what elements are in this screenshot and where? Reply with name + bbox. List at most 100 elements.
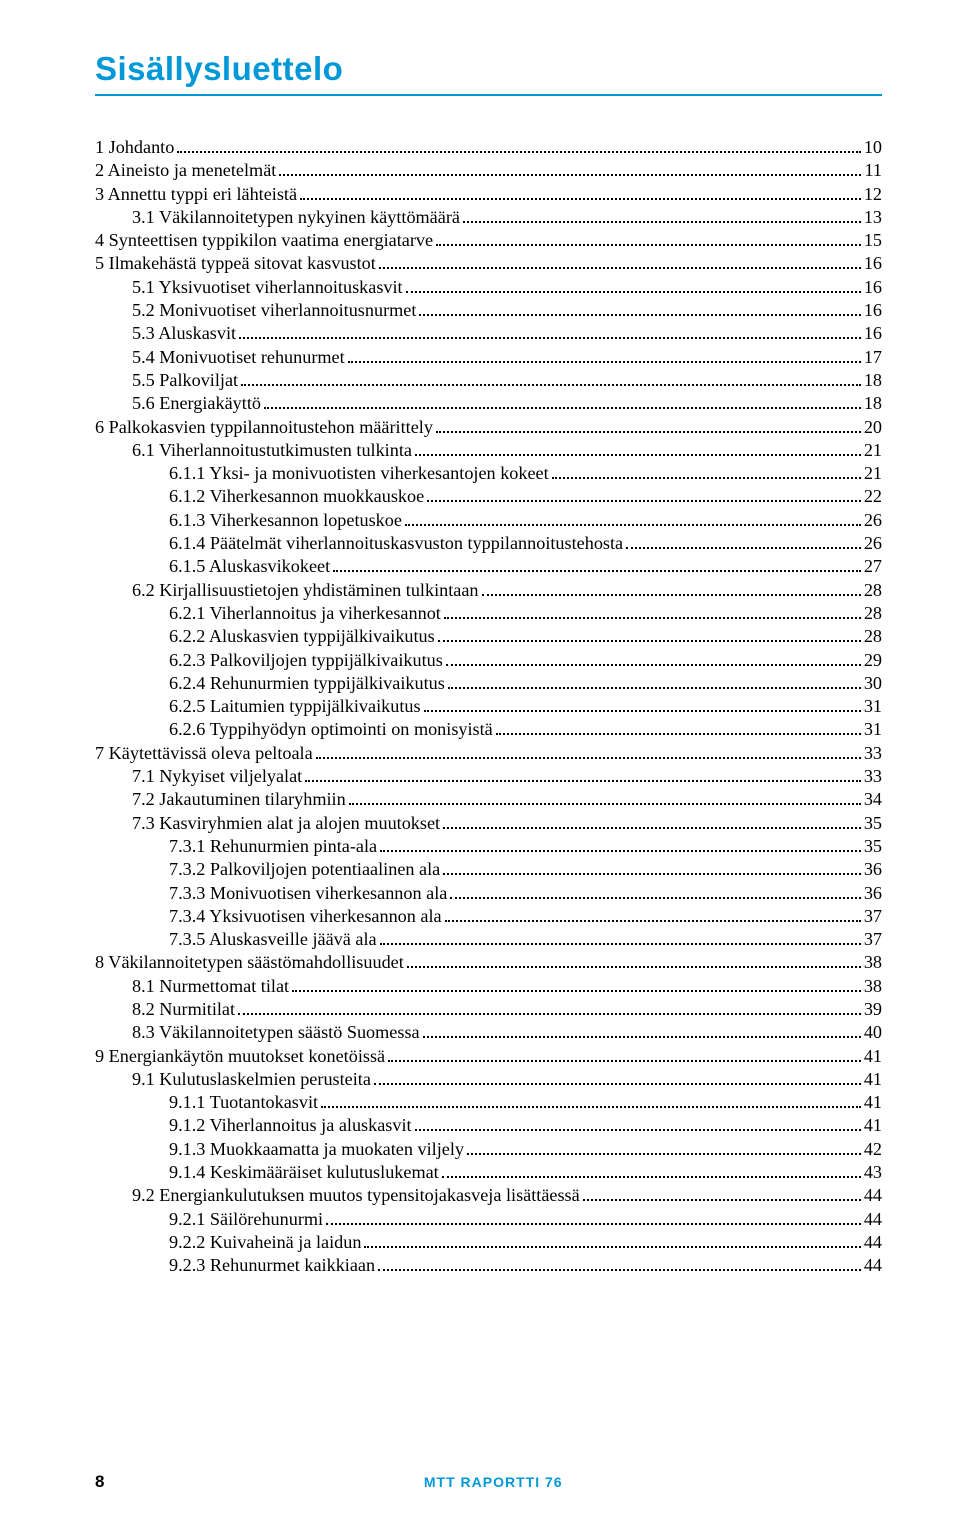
toc-entry-label: 7 Käytettävissä oleva peltoala [95,742,313,765]
toc-entry-label: 5.5 Palkoviljat [132,369,238,392]
toc-entry-page: 21 [864,439,882,462]
toc-entry-label: 6.2.2 Aluskasvien typpijälkivaikutus [169,625,435,648]
toc-leader [348,361,861,363]
toc-entry: 5 Ilmakehästä typpeä sitovat kasvustot16 [95,252,882,275]
toc-entry: 4 Synteettisen typpikilon vaatima energi… [95,229,882,252]
toc-entry: 9.2 Energiankulutuksen muutos typensitoj… [95,1184,882,1207]
toc-entry-page: 16 [864,299,882,322]
toc-entry: 7.2 Jakautuminen tilaryhmiin34 [95,788,882,811]
toc-entry-label: 2 Aineisto ja menetelmät [95,159,276,182]
toc-leader [552,477,861,479]
toc-entry-label: 8.2 Nurmitilat [132,998,235,1021]
toc-entry-page: 28 [864,602,882,625]
toc-leader [446,664,861,666]
toc-entry-page: 43 [864,1161,882,1184]
toc-leader [436,431,861,433]
toc-entry-label: 9.1 Kulutuslaskelmien perusteita [132,1068,371,1091]
toc-entry: 3.1 Väkilannoitetypen nykyinen käyttömää… [95,206,882,229]
toc-entry-page: 36 [864,882,882,905]
toc-entry: 7.1 Nykyiset viljelyalat33 [95,765,882,788]
toc-entry: 7.3.5 Aluskasveille jäävä ala37 [95,928,882,951]
toc-entry-page: 31 [864,695,882,718]
toc-leader [436,244,861,246]
toc-leader [380,943,861,945]
toc-entry-label: 9.2.2 Kuivaheinä ja laidun [169,1231,361,1254]
toc-entry: 5.2 Monivuotiset viherlannoitusnurmet16 [95,299,882,322]
toc-entry-page: 12 [864,183,882,206]
toc-entry-page: 16 [864,322,882,345]
toc-entry-page: 37 [864,905,882,928]
toc-leader [405,524,861,526]
toc-entry-label: 9.1.2 Viherlannoitus ja aluskasvit [169,1114,412,1137]
toc-entry-label: 4 Synteettisen typpikilon vaatima energi… [95,229,433,252]
toc-entry-label: 1 Johdanto [95,136,174,159]
toc-leader [415,1129,861,1131]
toc-entry-label: 7.2 Jakautuminen tilaryhmiin [132,788,346,811]
toc-entry: 1 Johdanto10 [95,136,882,159]
toc-leader [407,966,861,968]
toc-entry-label: 6.2.6 Typpihyödyn optimointi on monisyis… [169,718,493,741]
toc-leader [321,1106,861,1108]
toc-leader [626,547,861,549]
toc-entry: 5.5 Palkoviljat18 [95,369,882,392]
toc-entry: 6.1.3 Viherkesannon lopetuskoe26 [95,509,882,532]
toc-entry-page: 15 [864,229,882,252]
toc-leader [463,221,861,223]
page-footer: 8 MTT RAPORTTI 76 [0,1472,960,1492]
toc-entry-page: 44 [864,1231,882,1254]
toc-entry: 9.2.1 Säilörehunurmi44 [95,1208,882,1231]
toc-leader [427,500,861,502]
toc-entry-page: 44 [864,1254,882,1277]
footer-publication: MTT RAPORTTI 76 [104,1474,882,1490]
toc-leader [292,990,861,992]
toc-leader [423,1036,861,1038]
toc-entry-label: 6.2.3 Palkoviljojen typpijälkivaikutus [169,649,443,672]
toc-entry: 5.3 Aluskasvit 16 [95,322,882,345]
toc-entry-label: 6.1.1 Yksi- ja monivuotisten viherkesant… [169,462,549,485]
toc-entry-page: 40 [864,1021,882,1044]
toc-entry-page: 22 [864,485,882,508]
toc-entry: 9.2.2 Kuivaheinä ja laidun 44 [95,1231,882,1254]
toc-entry: 9.1.3 Muokkaamatta ja muokaten viljely42 [95,1138,882,1161]
toc-entry-label: 7.3.5 Aluskasveille jäävä ala [169,928,377,951]
toc-leader [444,617,861,619]
toc-entry-page: 30 [864,672,882,695]
toc-entry: 7.3.3 Monivuotisen viherkesannon ala36 [95,882,882,905]
toc-entry-label: 3 Annettu typpi eri lähteistä [95,183,297,206]
toc-entry: 6.2 Kirjallisuustietojen yhdistäminen tu… [95,579,882,602]
toc-entry-label: 6.1.3 Viherkesannon lopetuskoe [169,509,402,532]
toc-entry: 6.1.5 Aluskasvikokeet27 [95,555,882,578]
toc-leader [333,570,861,572]
toc-leader [442,1176,861,1178]
toc-entry-label: 6.1.5 Aluskasvikokeet [169,555,330,578]
toc-leader [374,1083,861,1085]
footer-page-number: 8 [95,1472,104,1492]
toc-entry-page: 44 [864,1208,882,1231]
toc-entry-label: 7.1 Nykyiset viljelyalat [132,765,302,788]
toc-entry: 9 Energiankäytön muutokset konetöissä41 [95,1045,882,1068]
toc-entry-label: 5.3 Aluskasvit [132,322,236,345]
toc-entry-page: 41 [864,1068,882,1091]
toc-entry-page: 31 [864,718,882,741]
toc-entry-page: 41 [864,1091,882,1114]
toc-leader [450,897,860,899]
page-title: Sisällysluettelo [95,50,882,88]
toc-entry: 9.2.3 Rehunurmet kaikkiaan44 [95,1254,882,1277]
toc-entry-page: 21 [864,462,882,485]
toc-leader [424,710,861,712]
toc-entry-page: 33 [864,742,882,765]
toc-entry: 2 Aineisto ja menetelmät11 [95,159,882,182]
toc-leader [406,291,861,293]
toc-entry: 7 Käytettävissä oleva peltoala 33 [95,742,882,765]
toc-entry-label: 8.3 Väkilannoitetypen säästö Suomessa [132,1021,420,1044]
toc-leader [388,1060,861,1062]
toc-entry-label: 6 Palkokasvien typpilannoitustehon määri… [95,416,433,439]
toc-entry-label: 6.1 Viherlannoitustutkimusten tulkinta [132,439,412,462]
toc-entry-page: 13 [864,206,882,229]
toc-entry: 7.3 Kasviryhmien alat ja alojen muutokse… [95,812,882,835]
toc-entry-label: 6.1.2 Viherkesannon muokkauskoe [169,485,424,508]
toc-entry: 5.6 Energiakäyttö18 [95,392,882,415]
toc-entry-page: 39 [864,998,882,1021]
toc-leader [300,198,861,200]
toc-entry-label: 8.1 Nurmettomat tilat [132,975,289,998]
